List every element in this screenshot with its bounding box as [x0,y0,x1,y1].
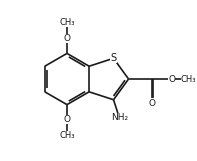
Text: NH₂: NH₂ [111,113,128,122]
Text: O: O [63,115,71,124]
Text: CH₃: CH₃ [59,18,75,27]
Text: O: O [148,99,155,108]
Text: S: S [111,53,117,63]
Text: O: O [63,34,71,43]
Text: CH₃: CH₃ [181,75,196,84]
Text: CH₃: CH₃ [59,131,75,140]
Text: O: O [168,75,175,84]
